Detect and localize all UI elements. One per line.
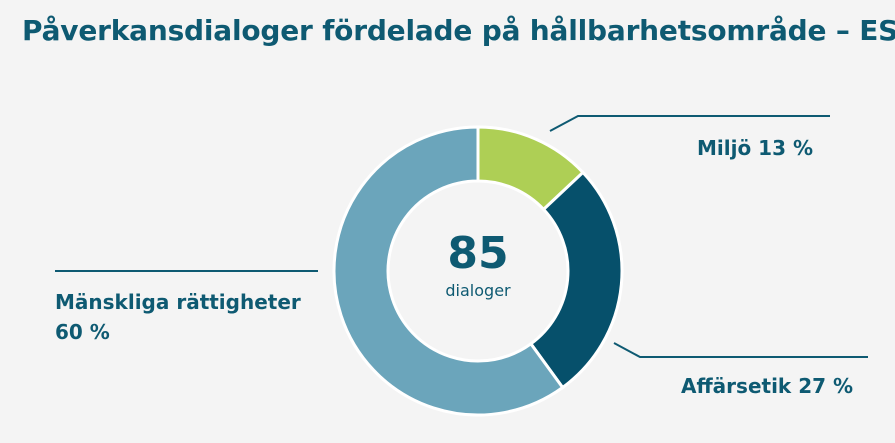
donut-slices	[332, 125, 624, 417]
donut-slice-affärsetik	[528, 170, 624, 390]
slice-label-manskliga-name: Mänskliga rättigheter	[55, 290, 301, 314]
chart-title: Påverkansdialoger fördelade på hållbarhe…	[22, 14, 895, 47]
donut-slice-mänskliga-rättigheter	[332, 125, 565, 417]
slice-label-manskliga-value: 60 %	[55, 320, 110, 344]
center-total-unit: dialoger	[445, 281, 511, 300]
leader-line-miljo	[549, 115, 830, 132]
slice-label-miljo: Miljö 13 %	[697, 136, 813, 160]
leader-line-affarsetik	[613, 342, 868, 358]
slice-label-affarsetik: Affärsetik 27 %	[681, 374, 853, 398]
center-total-value: 85	[447, 228, 508, 279]
